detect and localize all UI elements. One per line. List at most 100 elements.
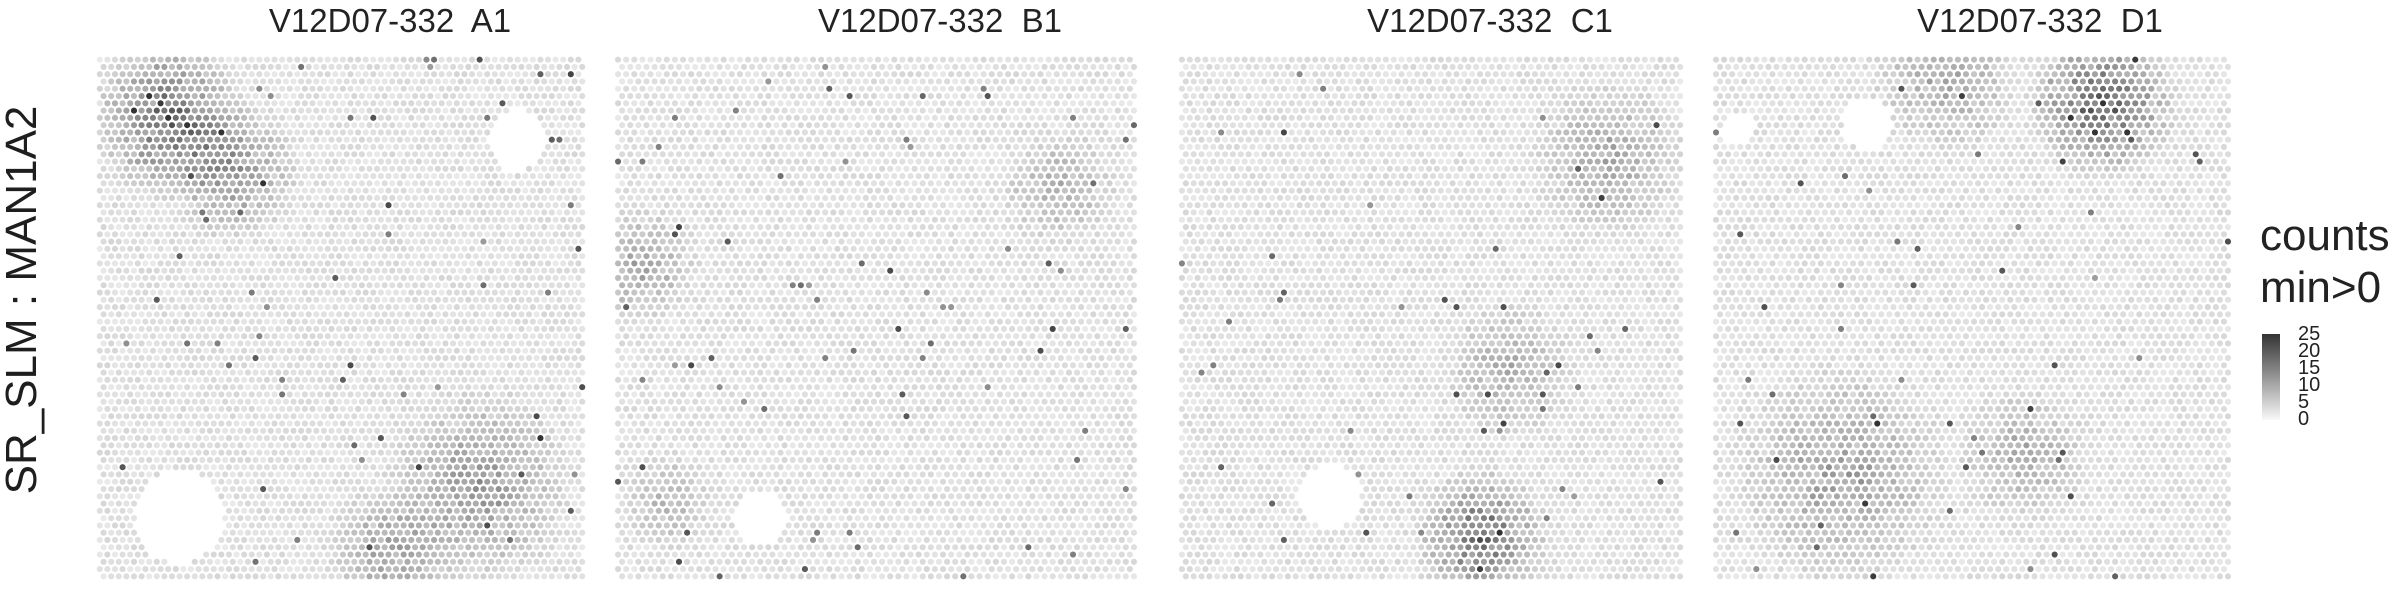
spot <box>195 216 202 223</box>
spot <box>332 173 339 180</box>
spot <box>393 129 400 136</box>
spot <box>123 122 130 129</box>
spot <box>256 449 263 456</box>
spot <box>1094 56 1101 63</box>
spot <box>753 71 760 78</box>
spot <box>385 551 392 558</box>
spot <box>491 522 498 529</box>
spot <box>575 478 582 485</box>
spot <box>533 500 540 507</box>
spot <box>176 413 183 420</box>
spot <box>256 216 263 223</box>
spot <box>560 435 567 442</box>
spot <box>491 304 498 311</box>
spot <box>487 122 495 129</box>
spot <box>290 107 297 114</box>
spot <box>187 100 195 107</box>
spot <box>237 500 244 507</box>
spot <box>241 522 248 529</box>
spot <box>571 384 578 391</box>
spot <box>533 238 540 245</box>
spot <box>571 427 578 434</box>
spot <box>256 522 263 529</box>
spot <box>218 202 225 209</box>
spot <box>484 566 491 573</box>
spot <box>366 107 373 114</box>
spot <box>328 398 335 405</box>
spot <box>203 143 210 151</box>
spot <box>127 478 134 485</box>
spot <box>563 92 571 100</box>
spot <box>172 202 179 209</box>
spot <box>127 56 134 63</box>
spot <box>510 573 517 580</box>
spot <box>362 304 369 311</box>
spot <box>138 384 145 391</box>
spot <box>362 362 369 369</box>
spot <box>119 435 126 442</box>
spot <box>263 522 270 529</box>
spot <box>404 398 411 405</box>
spot <box>446 143 453 151</box>
spot <box>484 274 491 282</box>
spot <box>313 369 320 376</box>
spot <box>575 507 582 514</box>
spot <box>461 289 468 296</box>
spot <box>911 92 918 100</box>
spot <box>343 529 350 536</box>
spot <box>487 165 495 172</box>
spot <box>385 376 392 383</box>
spot <box>1118 56 1125 63</box>
spot <box>393 391 400 398</box>
spot <box>180 216 187 223</box>
spot <box>431 435 438 442</box>
spot <box>100 78 107 85</box>
spot <box>115 573 122 580</box>
spot <box>647 114 654 121</box>
spot <box>541 398 548 405</box>
spot <box>142 289 149 296</box>
spot <box>355 71 362 78</box>
spot <box>377 71 384 78</box>
spot <box>442 427 449 434</box>
spot <box>111 522 119 529</box>
spot <box>309 478 316 485</box>
spot <box>495 78 502 85</box>
spot <box>465 558 472 565</box>
spot <box>575 100 582 107</box>
spot <box>457 398 464 405</box>
spot <box>522 449 529 456</box>
spot <box>134 376 141 383</box>
spot <box>168 151 176 158</box>
spot <box>237 165 244 172</box>
spot <box>1118 85 1125 92</box>
spot <box>260 573 267 580</box>
spot <box>446 333 453 340</box>
spot <box>619 107 626 114</box>
spot <box>560 493 567 500</box>
spot <box>320 544 327 551</box>
spot <box>298 180 305 187</box>
spot <box>328 427 335 434</box>
spot <box>457 325 464 332</box>
spot <box>1049 107 1056 114</box>
spot <box>487 354 495 362</box>
spot <box>370 362 377 369</box>
spot <box>119 187 126 194</box>
spot <box>396 558 403 565</box>
spot <box>332 216 339 223</box>
spot <box>419 442 426 449</box>
spot <box>510 311 517 318</box>
spot <box>449 369 457 376</box>
spot <box>355 143 362 151</box>
spot <box>487 180 495 187</box>
spot <box>347 536 354 544</box>
spot <box>130 238 138 245</box>
spot <box>396 500 403 507</box>
spot <box>282 267 289 274</box>
spot <box>180 347 187 354</box>
spot <box>381 325 388 332</box>
spot <box>992 107 999 114</box>
spot <box>499 464 506 471</box>
spot <box>396 238 403 245</box>
